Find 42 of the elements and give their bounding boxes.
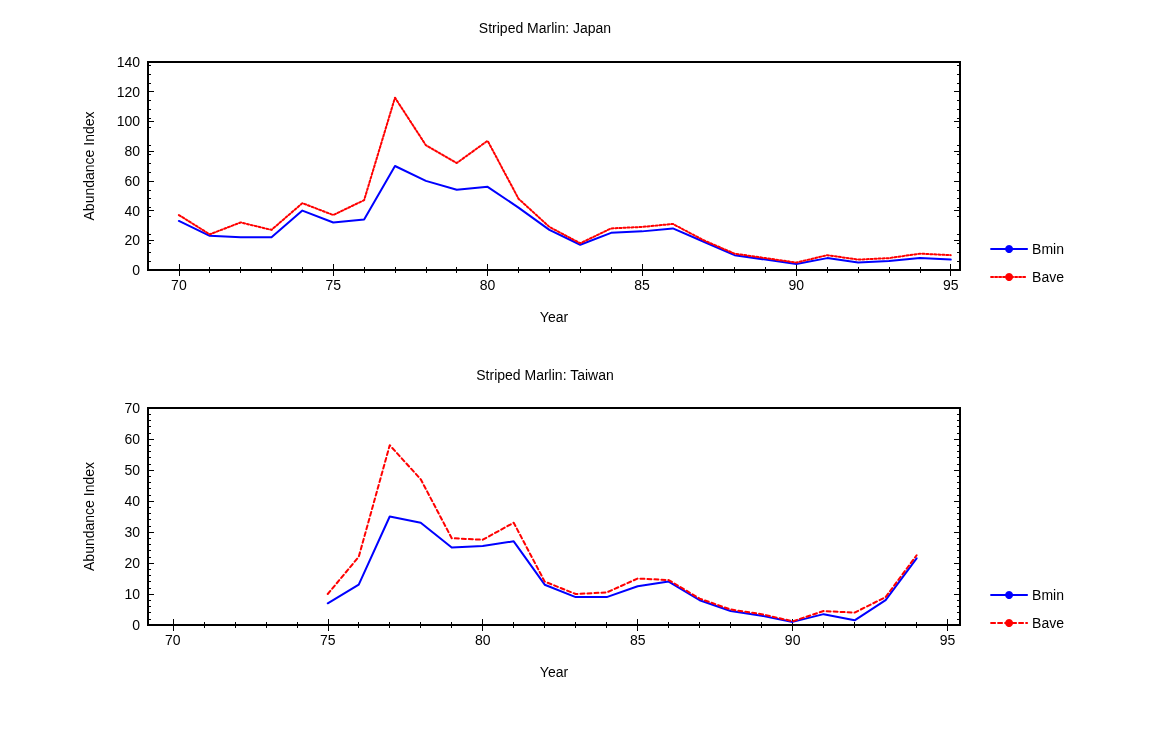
x-tick-label: 90 (784, 632, 801, 648)
line-series (326, 444, 918, 623)
y-tick-label: 20 (124, 555, 141, 571)
line-series (177, 96, 952, 264)
x-tick-label: 95 (939, 632, 956, 648)
y-tick-label: 40 (124, 493, 141, 509)
y-axis-title: Abundance Index (81, 111, 97, 221)
y-tick-label: 80 (124, 143, 141, 160)
x-tick-label: 80 (474, 632, 491, 648)
x-tick-label: 75 (319, 632, 336, 648)
y-tick-label: 10 (124, 586, 141, 602)
legend-label: Bmin (1032, 241, 1064, 257)
x-tick-label: 70 (165, 632, 181, 648)
y-tick-label: 20 (124, 232, 141, 249)
y-tick-label: 40 (124, 202, 141, 219)
y-tick-label: 0 (132, 262, 141, 278)
chart-title: Striped Marlin: Japan (478, 20, 612, 36)
x-tick-label: 90 (788, 277, 805, 293)
y-tick-label: 70 (124, 400, 141, 416)
x-tick-label: 95 (942, 277, 959, 293)
y-tick-label: 30 (124, 524, 141, 540)
legend-label: Bave (1032, 615, 1065, 631)
y-tick-label: 60 (124, 172, 141, 189)
x-axis-title: Year (539, 309, 569, 325)
x-axis-title: Year (539, 664, 569, 680)
y-tick-label: 50 (124, 462, 141, 478)
y-tick-label: 0 (132, 617, 141, 633)
y-tick-label: 120 (116, 83, 141, 100)
x-tick-label: 85 (634, 277, 650, 293)
y-axis-title: Abundance Index (81, 462, 97, 571)
y-tick-label: 60 (124, 431, 141, 447)
legend-label: Bmin (1032, 587, 1064, 603)
y-tick-label: 100 (116, 113, 141, 130)
x-tick-label: 70 (171, 277, 187, 293)
line-series (177, 165, 952, 266)
line-series (326, 515, 918, 623)
legend-label: Bave (1032, 269, 1065, 285)
x-tick-label: 85 (629, 632, 646, 648)
x-tick-label: 75 (325, 277, 342, 293)
x-tick-label: 80 (479, 277, 496, 293)
y-tick-label: 140 (116, 54, 141, 70)
chart-title: Striped Marlin: Taiwan (476, 367, 614, 383)
